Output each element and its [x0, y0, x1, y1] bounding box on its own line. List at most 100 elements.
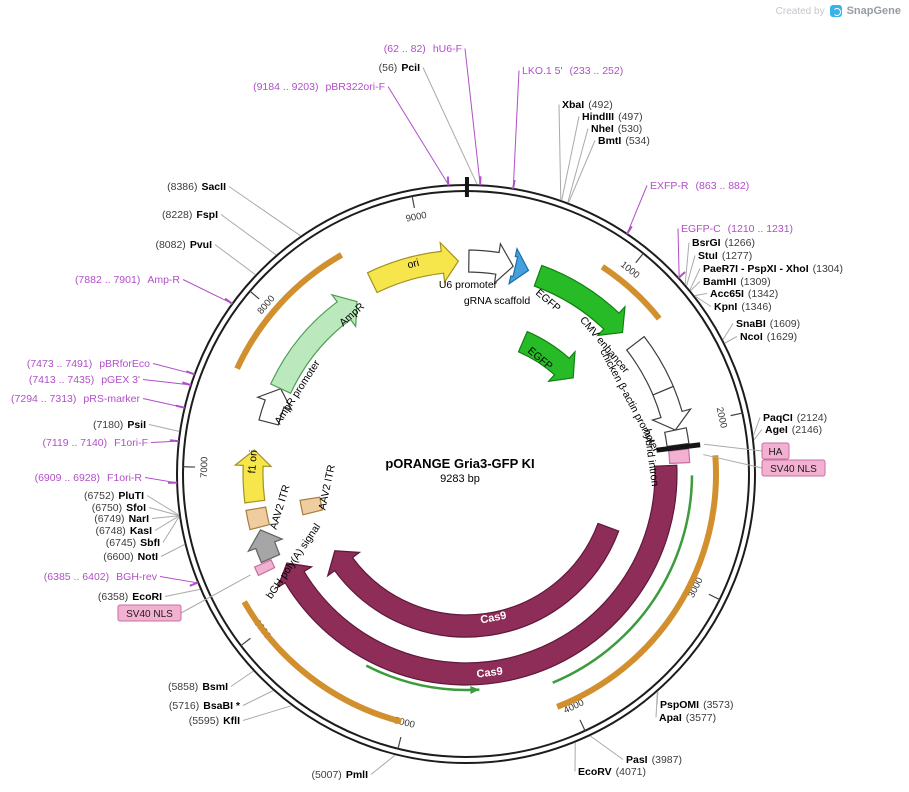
- callout-egfp-c: EGFP-C (1210 .. 1231): [681, 223, 793, 235]
- boxed-label-sv40-nls: [761, 459, 826, 477]
- feature-aav2-itr-1: [245, 506, 271, 531]
- callout-nari: (6749) NarI: [94, 513, 149, 525]
- leader-line-agei: [753, 429, 763, 441]
- callout-bmti: BmtI (534): [598, 135, 650, 147]
- leader-line-pluti: [146, 495, 180, 516]
- callout-ecori: (6358) EcoRI: [98, 591, 162, 603]
- callout-sbfi: (6745) SbfI: [106, 537, 160, 549]
- feature-label-u6-promoter: U6 promoter: [439, 279, 498, 291]
- feature-segment-c: [556, 455, 719, 710]
- leader-line-f1ori-f: [150, 440, 178, 443]
- feature-ori: [366, 240, 460, 294]
- tick-mark: [635, 253, 644, 264]
- tick-label: 2000: [714, 406, 729, 429]
- callout-exfp-r: EXFP-R (863 .. 882): [650, 180, 749, 192]
- callout-bsmi: (5858) BsmI: [168, 681, 228, 693]
- leader-line-pbrforeco: [152, 363, 194, 375]
- callout-pbrforeco: (7473 .. 7491) pBRforEco: [27, 358, 150, 370]
- leader-line-kpni: [694, 295, 712, 307]
- callout-hindiii: HindIII (497): [582, 111, 643, 123]
- leader-line-ha: [704, 443, 763, 452]
- callout-kfli: (5595) KflI: [189, 715, 240, 727]
- feature-aav2-itr-2: [299, 496, 324, 516]
- feature-sv40-nls-c: [253, 559, 276, 577]
- boxed-label-text-sv40-nls: SV40 NLS: [126, 609, 173, 620]
- callout-fspi: (8228) FspI: [162, 209, 218, 221]
- watermark: Created by SnapGene: [776, 5, 901, 17]
- callout-paer7i-pspxi-xhoi: PaeR7I - PspXI - XhoI (1304): [703, 263, 843, 275]
- feature-segment-d: [241, 600, 402, 725]
- feature-f1-ori: [233, 449, 273, 504]
- feature-bgh-polya: [246, 529, 284, 564]
- plasmid-size: 9283 bp: [440, 473, 480, 485]
- leader-line-kfli: [242, 705, 292, 721]
- leader-line-bsrgi: [684, 242, 690, 285]
- feature-ampr: [269, 293, 358, 395]
- feature-chicken-b-actin-promoter: [650, 385, 693, 431]
- leader-line-sfoi: [148, 507, 180, 517]
- feature-label-ori: ori: [406, 257, 420, 271]
- callout-nhei: NheI (530): [591, 123, 642, 135]
- leader-line-pgex-3: [142, 379, 191, 386]
- leader-line-stui: [686, 255, 696, 286]
- feature-egfp-2: [517, 330, 576, 383]
- watermark-prefix: Created by: [775, 5, 825, 17]
- callout-paqci: PaqCI (2124): [763, 412, 827, 424]
- leader-line-paqci: [752, 417, 761, 436]
- watermark-brand: SnapGene: [846, 5, 901, 17]
- callout-lko-1-5: LKO.1 5' (233 .. 252): [522, 65, 623, 77]
- callout-kasi: (6748) KasI: [95, 525, 152, 537]
- tick-mark: [240, 637, 251, 647]
- callout-bamhi: BamHI (1309): [703, 276, 771, 288]
- leader-line-sv40-nls: [180, 574, 251, 614]
- plasmid-title-block: pORANGE Gria3-GFP KI 9283 bp: [385, 456, 534, 485]
- leader-line-hu6-f: [464, 48, 481, 185]
- leader-line-xbai: [558, 104, 562, 200]
- feature-u6-promoter: [468, 241, 514, 285]
- feature-label-aav2-itr: AAV2 ITR: [268, 483, 293, 531]
- callout-stui: StuI (1277): [698, 250, 752, 262]
- leader-line-lko-1-5: [512, 70, 520, 188]
- boxed-label-sv40-nls: [117, 604, 182, 622]
- leader-line-paer7i-pspxi-xhoi: [689, 268, 701, 291]
- leader-line-bgh-rev: [159, 576, 198, 584]
- tick-mark: [579, 719, 586, 731]
- leader-line-pcii: [422, 67, 478, 185]
- leader-line-nhei: [567, 128, 589, 203]
- leader-line-pbr322ori-f: [387, 86, 449, 185]
- callout-apai: ApaI (3577): [659, 712, 716, 724]
- feature-hybrid-intron: [663, 427, 690, 448]
- callout-pvui: (8082) PvuI: [155, 239, 212, 251]
- plasmid-name: pORANGE Gria3-GFP KI: [385, 456, 535, 471]
- callout-bsrgi: BsrGI (1266): [692, 237, 755, 249]
- callout-xbai: XbaI (492): [562, 99, 613, 111]
- callout-snabi: SnaBI (1609): [736, 318, 800, 330]
- feature-egfp-1: [533, 264, 626, 337]
- leader-line-pvui: [214, 244, 256, 276]
- callout-ncoi: NcoI (1629): [740, 331, 797, 343]
- feature-ha-tag: [656, 442, 701, 453]
- callout-hu6-f: (62 .. 82) hU6-F: [384, 43, 462, 55]
- callout-pgex-3: (7413 .. 7435) pGEX 3': [29, 374, 140, 386]
- callout-pbr322ori-f: (9184 .. 9203) pBR322ori-F: [253, 81, 385, 93]
- boxed-label-text-ha: HA: [769, 447, 783, 458]
- callout-sacii: (8386) SacII: [167, 181, 226, 193]
- leader-line-ecori: [164, 588, 201, 597]
- leader-line-prs-marker: [142, 398, 184, 409]
- feature-thin-green-right: [552, 475, 694, 684]
- tick-mark: [397, 736, 402, 749]
- feature-label-hybrid-intron: hybrid intron: [641, 428, 661, 487]
- feature-ampr-promoter: [255, 387, 293, 426]
- tick-label: 9000: [405, 210, 428, 225]
- callout-pasi: PasI (3987): [626, 754, 682, 766]
- boxed-label-text-sv40-nls: SV40 NLS: [770, 464, 817, 475]
- leader-line-acc65i: [694, 293, 708, 297]
- snapgene-logo-icon: [829, 5, 842, 17]
- leader-line-nari: [151, 515, 180, 519]
- leader-line-hindiii: [561, 116, 580, 201]
- leader-line-exfp-r: [626, 185, 648, 234]
- callout-agei: AgeI (2146): [765, 424, 822, 436]
- callout-kpni: KpnI (1346): [714, 301, 772, 313]
